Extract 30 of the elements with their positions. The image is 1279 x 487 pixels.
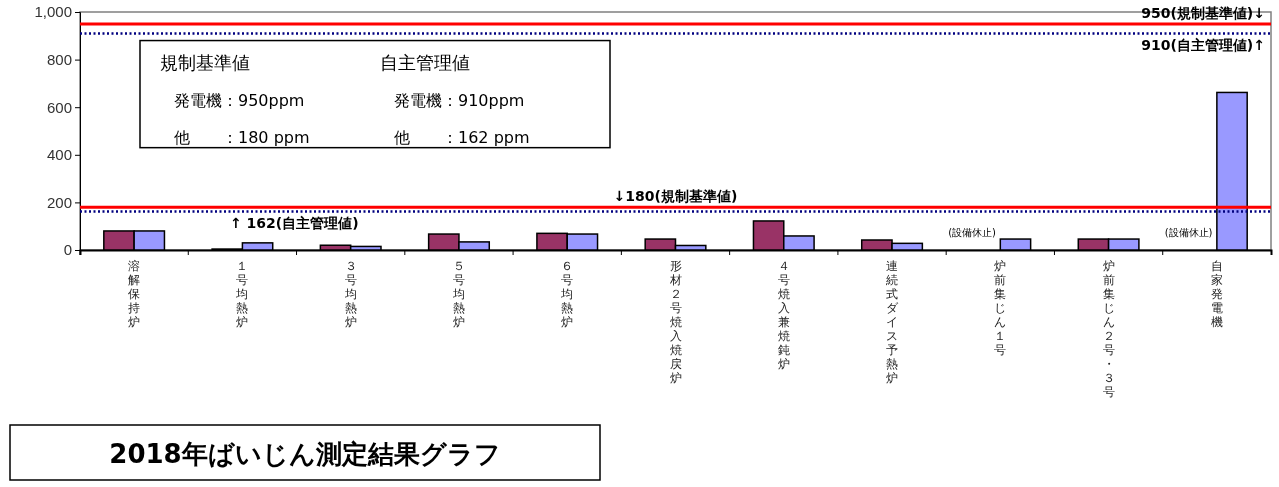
x-tick-label: ４号焼入兼焼鈍炉 (777, 259, 790, 371)
x-tick-label: １号均熱炉 (235, 259, 249, 329)
annotation: 規制基準値 (160, 51, 250, 73)
annotation: 他 ：180 ppm (174, 127, 310, 147)
annotation: 他 ：162 ppm (394, 127, 530, 147)
annotation: (設備休止) (948, 227, 997, 238)
y-tick-label: 0 (63, 241, 72, 259)
category-label: 炉前集じん２号・３号 (1102, 259, 1115, 399)
y-tick-label: 800 (46, 50, 72, 68)
x-tick-label: ６号均熱炉 (560, 259, 574, 329)
x-tick-label: ５号均熱炉 (451, 259, 465, 329)
annotation: 自主管理値 (380, 51, 470, 73)
y-tick-label: 600 (46, 98, 72, 116)
ref-line-label: ↓180(規制基準値) (613, 188, 738, 205)
y-tick-label: 400 (46, 146, 72, 164)
x-tick-label: 炉前集じん１号 (994, 259, 1007, 357)
annotation: 発電機：910ppm (394, 90, 525, 110)
y-tick-label: 1,000 (34, 3, 72, 21)
annotation: 発電機：950ppm (174, 90, 305, 110)
category-label: 連続式ダイス予熱炉 (886, 259, 899, 385)
annotation: (設備休止) (1164, 227, 1213, 238)
ref-line-label: 950(規制基準値)↓ (1141, 4, 1265, 21)
x-tick-label: 自家発電機 (1210, 259, 1223, 329)
x-tick-label: 溶解保持炉 (128, 259, 141, 329)
ref-line-label: ↑ 162(自主管理値) (230, 215, 359, 232)
ref-line-label: 910(自主管理値)↑ (1141, 37, 1265, 54)
y-tick-label: 200 (46, 193, 72, 211)
x-tick-label: ３号均熱炉 (343, 259, 357, 329)
category-label: 形材２号焼入焼戻炉 (669, 259, 682, 385)
text: 2018年ばいじん測定結果グラフ (109, 439, 501, 469)
